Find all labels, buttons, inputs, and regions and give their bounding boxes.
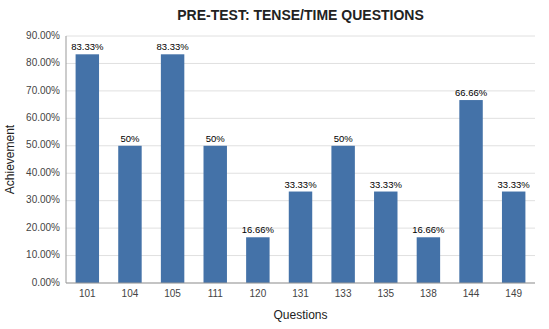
y-tick-label: 0.00% [32, 277, 60, 288]
data-label: 50% [206, 133, 226, 144]
x-tick-label: 101 [79, 288, 96, 299]
bar [161, 54, 184, 283]
data-label: 66.66% [455, 87, 488, 98]
bar [502, 192, 525, 283]
x-tick-label: 144 [463, 288, 480, 299]
x-tick-labels: 101 104 105 111 120 131 133 135 138 144 149 [79, 288, 522, 299]
data-labels: 83.33% 50% 83.33% 50% 16.66% 33.33% 50% 33.33% 1… [71, 41, 530, 235]
data-label: 33.33% [370, 179, 403, 190]
x-tick-label: 138 [420, 288, 437, 299]
x-tick-label: 135 [377, 288, 394, 299]
x-axis-line [66, 283, 535, 284]
y-grid [66, 36, 535, 283]
bar [459, 100, 482, 283]
x-tick-label: 111 [208, 288, 224, 299]
bar [118, 146, 141, 283]
bar [331, 146, 354, 283]
bars [76, 54, 526, 283]
bar [374, 192, 397, 283]
y-axis-title: Achievement [3, 124, 17, 194]
x-tick-label: 149 [505, 288, 522, 299]
title: PRE-TEST: TENSE/TIME QUESTIONS [177, 7, 424, 23]
y-tick-label: 80.00% [26, 57, 60, 68]
x-axis-title: Questions [273, 308, 327, 322]
bar [204, 146, 227, 283]
data-label: 16.66% [412, 224, 445, 235]
y-axis-line [66, 36, 67, 283]
grid-line [66, 283, 535, 284]
y-tick-label: 10.00% [26, 249, 60, 260]
grid-line [66, 36, 535, 37]
grid-line [66, 63, 535, 64]
x-tick-label: 120 [250, 288, 267, 299]
y-tick-label: 70.00% [26, 85, 60, 96]
data-label: 50% [334, 133, 354, 144]
y-tick-label: 90.00% [26, 30, 60, 41]
chart-container: 0.00% 10.00% 20.00% 30.00% 40.00% 50.00% 60.00… [0, 0, 549, 329]
data-label: 83.33% [156, 41, 189, 52]
chart-svg: 0.00% 10.00% 20.00% 30.00% 40.00% 50.00% 60.00… [0, 0, 549, 329]
bar [289, 192, 312, 283]
x-tick-label: 131 [292, 288, 309, 299]
x-tick-label: 133 [335, 288, 352, 299]
data-label: 83.33% [71, 41, 104, 52]
background [0, 0, 549, 329]
y-tick-label: 50.00% [26, 139, 60, 150]
data-label: 50% [120, 133, 140, 144]
data-label: 33.33% [284, 179, 317, 190]
y-tick-label: 40.00% [26, 167, 60, 178]
bar [76, 54, 99, 283]
x-tick-label: 105 [164, 288, 181, 299]
bar [246, 237, 269, 283]
data-label: 33.33% [498, 179, 531, 190]
data-label: 16.66% [242, 224, 275, 235]
y-tick-label: 20.00% [26, 222, 60, 233]
y-tick-label: 30.00% [26, 194, 60, 205]
x-tick-label: 104 [122, 288, 139, 299]
y-tick-labels: 0.00% 10.00% 20.00% 30.00% 40.00% 50.00% 60.00… [26, 30, 60, 288]
bar [417, 237, 440, 283]
y-tick-label: 60.00% [26, 112, 60, 123]
